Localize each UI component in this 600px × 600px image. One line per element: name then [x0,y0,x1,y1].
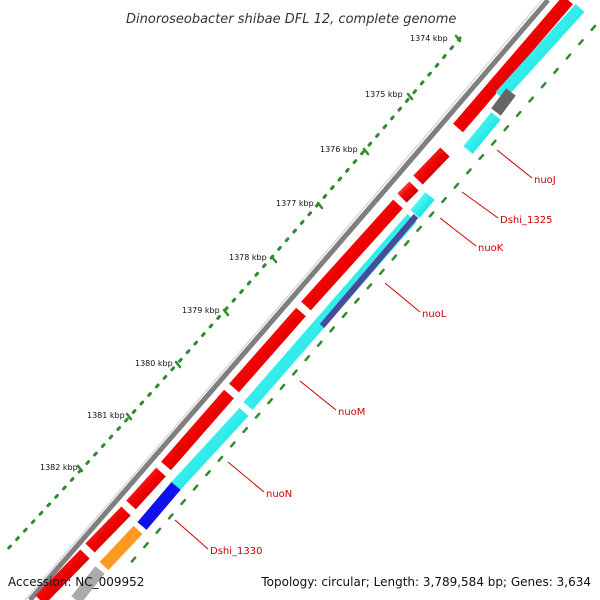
forward-cds-7 [126,467,166,510]
tick-label-1378: 1378 kbp [229,253,267,262]
blue-feature [137,482,181,530]
forward-cds-1 [453,0,573,133]
genome-summary-text: Topology: circular; Length: 3,789,584 bp… [260,575,591,589]
tick-label-1382: 1382 kbp [40,463,78,472]
reverse-strand-track [169,3,585,493]
reverse-cds-2 [463,112,501,154]
forward-cds-3 [397,181,419,203]
gene-label-nuoj: nuoJ [534,175,556,186]
reverse-cds-3 [410,192,435,218]
reverse-cds-5 [169,407,249,493]
tick-label-1380: 1380 kbp [135,359,173,368]
inner-tick-dots-line [126,24,597,568]
forward-cds-9 [35,549,90,600]
gene-label-dshi-1330: Dshi_1330 [210,546,262,557]
forward-cds-2 [413,147,450,185]
gene-label-dshi-1325: Dshi_1325 [500,215,552,226]
tick-label-1375: 1375 kbp [365,90,403,99]
forward-strand-track [35,0,573,600]
tick-label-1377: 1377 kbp [276,199,314,208]
gene-leader-lines [174,149,533,550]
orange-feature [99,525,143,571]
tick-label-1379: 1379 kbp [182,306,220,315]
major-ticks [76,34,462,473]
gene-label-nuom: nuoM [338,407,365,418]
tick-labels: 1374 kbp 1375 kbp 1376 kbp 1377 kbp 1378… [40,34,448,472]
tick-label-1374: 1374 kbp [410,34,448,43]
tick-label-1381: 1381 kbp [87,411,125,420]
forward-cds-5 [229,307,306,393]
gray-feature-2 [71,566,105,600]
gray-feature [491,88,516,116]
gene-label-nuok: nuoK [478,243,504,254]
reverse-cds-1 [495,3,585,101]
genome-backbone-highlight [24,0,543,600]
tick-label-1376: 1376 kbp [320,145,358,154]
navy-feature [319,214,419,328]
accession-text: Accession: NC_009952 [8,575,144,589]
forward-cds-6 [161,389,234,471]
gene-label-nuol: nuoL [422,309,447,320]
gene-label-nuon: nuoN [266,489,292,500]
tick-dots-line [3,36,462,554]
gene-labels: nuoJ Dshi_1325 nuoK nuoL nuoM nuoN Dshi_… [210,175,556,557]
genome-backbone [28,0,550,600]
forward-cds-8 [85,506,131,553]
map-title: Dinoroseobacter shibae DFL 12, complete … [126,12,456,27]
forward-cds-4 [301,199,403,311]
